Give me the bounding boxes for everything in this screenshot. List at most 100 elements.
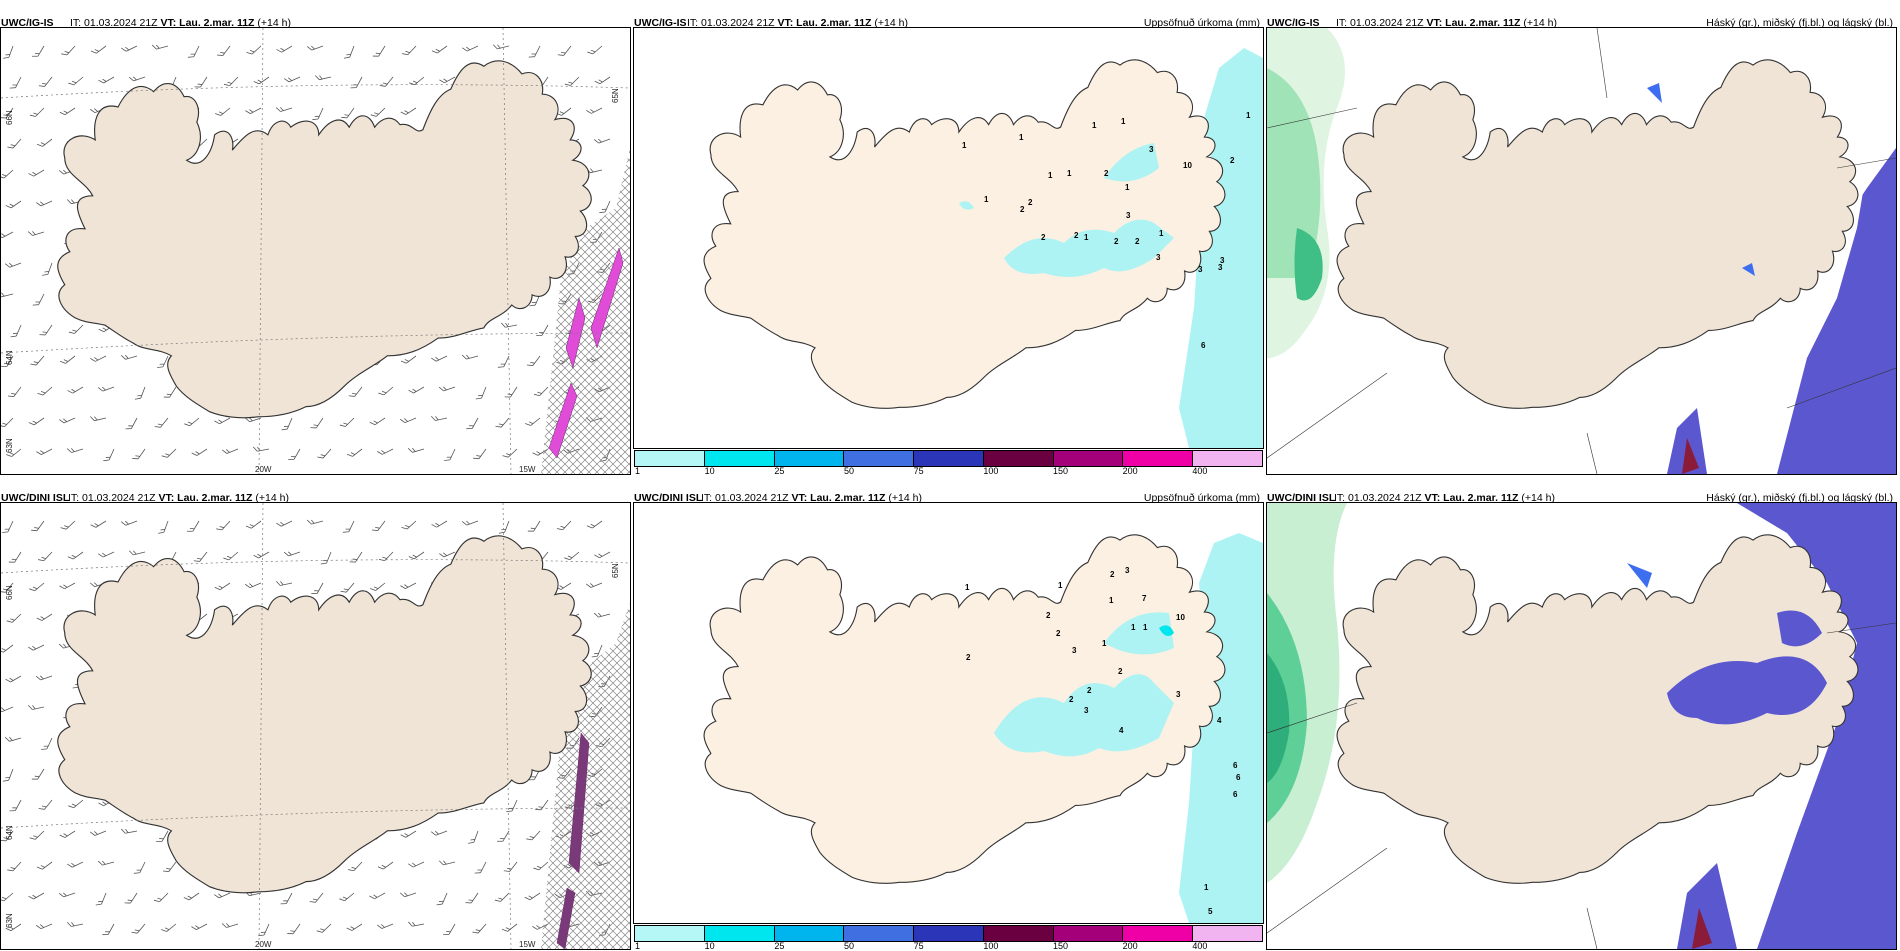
model-name: UWC/IG-IS — [634, 17, 687, 29]
wind-map-canvas — [1, 503, 630, 949]
lat-label: 66N — [5, 585, 14, 600]
cloud-map-canvas — [1267, 28, 1896, 474]
precip-value-label: 7 — [1142, 594, 1147, 603]
lat-label: 66N — [5, 110, 14, 125]
legend-swatch — [774, 451, 845, 466]
legend-swatch — [914, 451, 984, 466]
lon-label: 15W — [519, 465, 536, 474]
precip-value-label: 3 — [1220, 256, 1225, 265]
init-time: IT: 01.03.2024 21Z VT: Lau. 2.mar. 11Z (… — [1334, 492, 1555, 504]
precip-map: 1 1 1 1 1 3 10 2 1 1 2 1 3 2 1 2 2 2 1 2 2 1 3 3 3 3 6 — [633, 27, 1264, 449]
mid-cloud-area — [1677, 863, 1737, 949]
severe-cell — [1692, 908, 1712, 949]
mid-cloud-area — [1777, 610, 1822, 647]
init-time: IT: 01.03.2024 21Z VT: Lau. 2.mar. 11Z (… — [687, 17, 908, 29]
legend-label: 100 — [983, 941, 999, 951]
lat-label: 63N — [5, 913, 14, 928]
panel-header: UWC/IG-IS IT: 01.03.2024 21Z VT: Lau. 2.… — [0, 12, 631, 32]
wind-map-canvas — [1, 28, 630, 474]
lat-label: 65N — [611, 88, 620, 103]
precip-value-label: 1 — [962, 141, 967, 150]
precip-value-label: 2 — [1118, 667, 1123, 676]
lat-label: 65N — [611, 563, 620, 578]
precip-value-label: 1 — [1048, 171, 1053, 180]
precip-value-label: 6 — [1236, 773, 1241, 782]
legend-label: 1 — [635, 466, 641, 476]
precip-value-label: 1 — [965, 583, 970, 592]
severe-cell — [1682, 438, 1699, 474]
precip-area — [1004, 219, 1174, 277]
hatched-area — [541, 148, 630, 474]
panel-wind-top: UWC/IG-IS IT: 01.03.2024 21Z VT: Lau. 2.… — [0, 12, 631, 475]
legend-label: 150 — [1053, 941, 1069, 951]
legend-label: 200 — [1122, 941, 1138, 951]
legend-label: 1 — [635, 941, 641, 951]
precip-value-label: 2 — [1074, 231, 1079, 240]
legend-colorbar — [634, 450, 1263, 467]
legend-label: 400 — [1192, 466, 1208, 476]
legend-label: 100 — [983, 466, 999, 476]
field-title: Háský (gr.), miðský (fj.bl.) og lágský (… — [1706, 17, 1893, 29]
legend-swatch — [844, 926, 915, 941]
precip-value-label: 1 — [1067, 169, 1072, 178]
panel-header: UWC/IG-IS IT: 01.03.2024 21Z VT: Lau. 2.… — [1266, 12, 1897, 32]
precip-value-label: 5 — [1208, 907, 1213, 916]
precip-value-label: 3 — [1156, 253, 1161, 262]
precip-value-label: 6 — [1233, 761, 1238, 770]
precip-value-label: 1 — [1121, 117, 1126, 126]
field-title: Uppsöfnuð úrkoma (mm) — [1143, 492, 1260, 504]
legend-swatch — [844, 451, 915, 466]
legend-colorbar — [634, 925, 1263, 942]
precip-value-label: 1 — [1084, 233, 1089, 242]
precip-value-label: 1 — [1125, 183, 1130, 192]
precip-value-label: 1 — [1109, 596, 1114, 605]
model-name: UWC/IG-IS — [1, 17, 54, 29]
precip-value-label: 2 — [1104, 169, 1109, 178]
precip-value-label: 1 — [1159, 229, 1164, 238]
graticule — [1267, 622, 1896, 949]
precip-value-label: 2 — [1087, 686, 1092, 695]
panel-header: UWC/DINI ISL IT: 01.03.2024 21Z VT: Lau.… — [633, 487, 1264, 507]
precip-value-label: 1 — [984, 195, 989, 204]
graticule — [1267, 28, 1896, 474]
legend-label: 50 — [844, 466, 855, 476]
legend-label: 75 — [913, 941, 924, 951]
precip-value-label: 2 — [1069, 695, 1074, 704]
legend-swatch — [635, 926, 705, 941]
severe-band — [548, 247, 624, 459]
low-cloud-area — [1627, 563, 1652, 588]
wind-map: 66N 64N 65N 63N 20W 15W — [0, 502, 631, 950]
precip-value-label: 3 — [1072, 646, 1077, 655]
legend-swatch — [983, 926, 1054, 941]
precip-value-label: 3 — [1198, 265, 1203, 274]
high-cloud-area — [1267, 653, 1290, 783]
precip-area — [1104, 143, 1159, 182]
precip-area-mod — [1159, 625, 1174, 637]
high-cloud-area — [1294, 228, 1323, 301]
precip-map: 2 3 1 1 7 10 1 2 1 1 2 3 1 2 2 2 2 3 3 4 4 6 6 6 1 5 — [633, 502, 1264, 924]
legend-swatch — [1193, 451, 1263, 466]
mid-cloud-area — [1737, 503, 1896, 949]
legend-swatch — [774, 926, 845, 941]
graticule — [1, 503, 630, 949]
cloud-map — [1266, 27, 1897, 475]
legend-label: 25 — [774, 466, 785, 476]
precip-area — [994, 674, 1174, 757]
precip-legend: 1 10 25 50 75 100 150 200 400 — [633, 925, 1264, 951]
low-cloud-area — [1742, 263, 1755, 276]
precip-value-label: 10 — [1183, 161, 1192, 170]
init-time: IT: 01.03.2024 21Z VT: Lau. 2.mar. 11Z (… — [701, 492, 922, 504]
init-time: IT: 01.03.2024 21Z VT: Lau. 2.mar. 11Z (… — [70, 17, 291, 29]
init-time: IT: 01.03.2024 21Z VT: Lau. 2.mar. 11Z (… — [1336, 17, 1557, 29]
model-name: UWC/DINI ISL — [1267, 492, 1336, 504]
lon-label: 15W — [519, 940, 536, 949]
panel-wind-bottom: UWC/DINI ISL IT: 01.03.2024 21Z VT: Lau.… — [0, 487, 631, 950]
precip-value-label: 3 — [1218, 263, 1223, 272]
lon-label: 20W — [255, 465, 272, 474]
precip-value-label: 2 — [1041, 233, 1046, 242]
precip-ocean-area — [1179, 48, 1263, 448]
legend-swatch — [1123, 926, 1194, 941]
lat-label: 64N — [5, 825, 14, 840]
